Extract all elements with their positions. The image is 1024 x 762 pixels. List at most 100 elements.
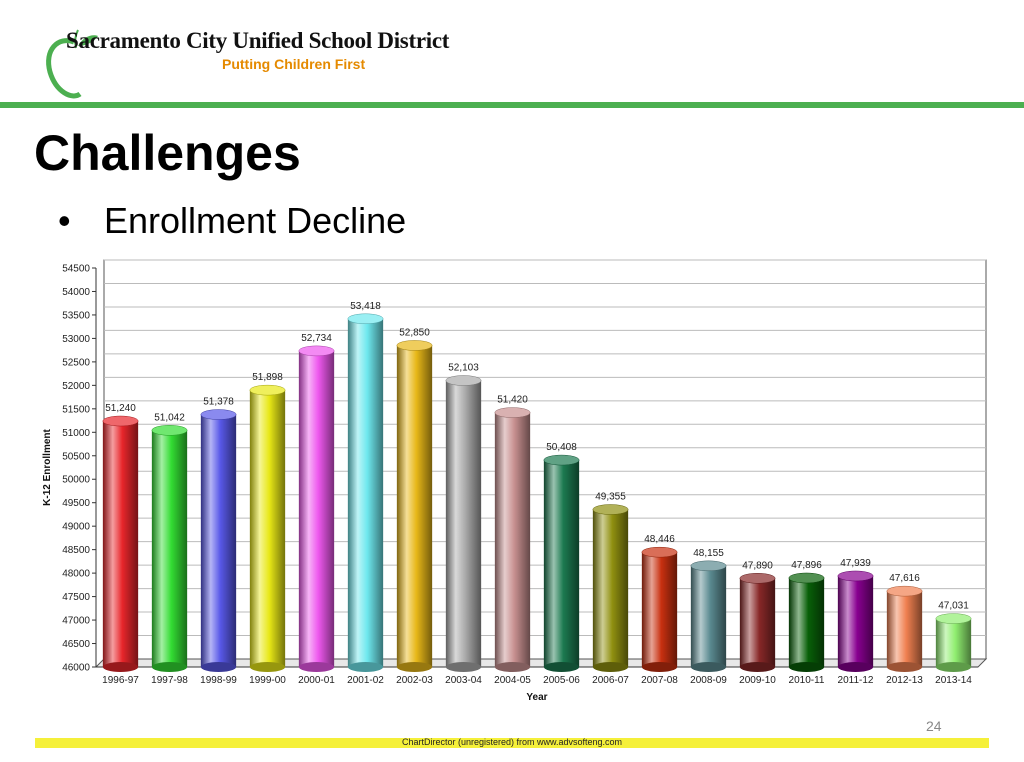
chartdirector-watermark: ChartDirector (unregistered) from www.ad…: [401, 737, 623, 747]
bar-base: [298, 662, 335, 672]
bar-top: [298, 345, 335, 357]
y-tick-label: 50500: [62, 451, 90, 462]
bar-base: [102, 662, 139, 672]
org-name: Sacramento City Unified School District: [66, 28, 450, 53]
x-tick-label: 2011-12: [838, 675, 874, 686]
bar-top: [347, 313, 384, 325]
data-label: 51,420: [497, 395, 528, 406]
bar-top: [788, 572, 825, 584]
x-tick-label: 2006-07: [592, 675, 629, 686]
data-label: 53,418: [350, 301, 381, 312]
bar-body: [690, 565, 727, 667]
bar-top: [494, 407, 531, 418]
bar-2013-14: [935, 613, 972, 672]
bar-base: [396, 662, 433, 672]
bar-body: [200, 414, 237, 667]
bar-1998-99: [200, 409, 237, 672]
y-tick-label: 52500: [62, 357, 90, 368]
bar-body: [935, 618, 972, 667]
bar-body: [396, 345, 433, 667]
apple-icon: [46, 29, 98, 99]
x-tick-label: 2008-09: [690, 675, 727, 686]
y-tick-label: 49500: [62, 498, 90, 509]
bar-2003-04: [445, 375, 482, 672]
bar-2007-08: [641, 546, 678, 672]
y-tick-label: 54500: [62, 264, 90, 275]
bar-2005-06: [543, 454, 580, 672]
data-label: 51,898: [252, 372, 283, 383]
bar-top: [445, 375, 482, 386]
y-tick-label: 48500: [62, 545, 90, 556]
y-tick-label: 47500: [62, 592, 90, 603]
x-tick-label: 2002-03: [396, 675, 433, 686]
bar-2011-12: [837, 570, 874, 672]
district-logo: [46, 29, 98, 99]
data-label: 47,031: [938, 601, 969, 612]
bar-body: [445, 380, 482, 667]
bar-top: [151, 425, 188, 436]
x-tick-label: 2004-05: [494, 675, 531, 686]
x-tick-label: 1999-00: [249, 675, 286, 686]
bar-body: [494, 412, 531, 667]
data-label: 52,103: [448, 363, 479, 374]
bar-top: [739, 573, 776, 584]
bar-base: [592, 662, 629, 672]
header-divider: [0, 102, 1024, 108]
bar-top: [641, 546, 678, 558]
y-tick-label: 47000: [62, 616, 90, 627]
bar-1997-98: [151, 425, 188, 672]
data-label: 47,939: [840, 558, 871, 569]
bar-1996-97: [102, 415, 139, 672]
bar-base: [200, 662, 237, 672]
bar-base: [690, 662, 727, 672]
data-label: 47,890: [742, 560, 773, 571]
bar-body: [739, 578, 776, 667]
slide-title: Challenges: [34, 125, 301, 181]
x-tick-label: 2013-14: [935, 675, 972, 686]
bar-2008-09: [690, 560, 727, 672]
data-label: 52,734: [301, 333, 332, 344]
bullet-text: Enrollment Decline: [104, 200, 407, 241]
bar-base: [837, 662, 874, 672]
bar-top: [396, 340, 433, 351]
x-tick-label: 2005-06: [543, 675, 580, 686]
bar-base: [641, 662, 678, 672]
footer-bar: [35, 738, 989, 748]
bar-base: [935, 662, 972, 672]
bar-body: [151, 430, 188, 667]
bar-base: [788, 662, 825, 672]
page-number: 24: [926, 718, 942, 734]
x-tick-label: 2009-10: [739, 675, 776, 686]
org-tagline: Putting Children First: [222, 56, 366, 72]
bar-body: [249, 390, 286, 667]
data-label: 48,446: [644, 534, 675, 545]
bar-top: [690, 560, 727, 572]
y-tick-label: 46000: [62, 663, 90, 674]
bar-top: [200, 409, 237, 420]
bar-body: [102, 421, 139, 667]
y-axis-title: K-12 Enrollment: [42, 428, 53, 505]
x-tick-label: 2010-11: [789, 675, 825, 686]
bar-body: [298, 350, 335, 667]
data-label: 52,850: [399, 327, 430, 338]
bar-base: [543, 662, 580, 672]
x-tick-label: 2001-02: [347, 675, 384, 686]
bar-base: [249, 662, 286, 672]
bar-body: [641, 552, 678, 667]
bar-2000-01: [298, 345, 335, 672]
y-tick-label: 46500: [62, 639, 90, 650]
y-tick-label: 49000: [62, 522, 90, 533]
bar-body: [543, 460, 580, 667]
data-label: 50,408: [546, 442, 577, 453]
bar-top: [592, 504, 629, 515]
x-tick-label: 2007-08: [641, 675, 678, 686]
bar-base: [886, 662, 923, 672]
bullet-icon: •: [58, 200, 71, 241]
bar-2012-13: [886, 585, 923, 672]
x-tick-label: 1998-99: [200, 675, 237, 686]
bar-base: [151, 662, 188, 672]
bar-1999-00: [249, 384, 286, 672]
x-tick-label: 1996-97: [102, 675, 139, 686]
bar-2010-11: [788, 572, 825, 672]
